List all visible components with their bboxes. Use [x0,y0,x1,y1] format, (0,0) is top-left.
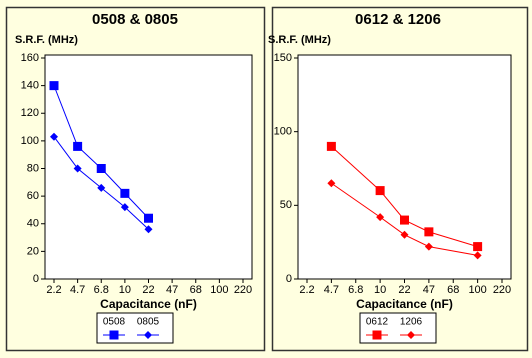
marker [473,251,482,260]
x-tick-label: 6.8 [348,284,363,296]
y-tick-label: 40 [27,218,39,230]
marker [473,242,483,252]
x-tick-label: 68 [190,284,202,296]
y-tick-label: 140 [21,80,39,92]
y-axis-label: S.R.F. (MHz) [268,34,331,46]
marker [96,164,106,173]
legend-label: 0612 [366,317,389,328]
y-tick-label: 50 [280,199,292,211]
marker [327,179,336,188]
y-tick-label: 80 [27,162,39,174]
marker [144,213,153,223]
y-tick-label: 20 [27,245,39,257]
y-tick-label: 160 [21,52,39,64]
x-tick-label: 68 [447,284,459,296]
marker [372,330,382,340]
x-tick-label: 6.8 [94,284,109,296]
marker [144,331,152,339]
x-tick-label: 4.7 [70,284,85,296]
marker [424,227,434,237]
x-tick-label: 4.7 [324,284,339,296]
y-axis-label: S.R.F. (MHz) [15,34,78,46]
y-tick-label: 120 [21,107,39,119]
x-tick-label: 2.2 [46,284,61,296]
marker [144,225,153,234]
marker [400,215,409,225]
marker [73,141,83,151]
marker [407,331,415,339]
marker [50,132,58,141]
x-tick-label: 47 [423,284,435,296]
legend-label: 0508 [103,317,126,328]
x-axis-label: Capacitance (nF) [356,297,453,311]
marker [376,213,385,222]
y-tick-label: 150 [274,52,292,64]
legend-label: 0805 [137,317,160,328]
marker [326,141,336,151]
x-tick-label: 10 [374,284,386,296]
marker [73,164,82,173]
marker [120,188,130,198]
legend-label: 1206 [400,317,423,328]
x-tick-label: 10 [119,284,131,296]
marker [424,242,433,251]
x-tick-label: 22 [142,284,154,296]
marker [400,230,409,239]
x-tick-label: 47 [166,284,178,296]
marker [97,183,106,192]
x-tick-label: 100 [210,284,228,296]
y-tick-label: 0 [33,273,39,285]
y-tick-label: 60 [27,190,39,202]
x-tick-label: 22 [398,284,410,296]
marker [120,203,129,212]
plot-area [297,54,512,280]
chart-title: 0612 & 1206 [355,11,441,28]
chart-title: 0508 & 0805 [92,11,178,28]
y-tick-label: 100 [274,126,292,138]
x-tick-label: 100 [468,284,486,296]
x-tick-label: 220 [234,284,252,296]
y-tick-label: 0 [286,273,292,285]
y-tick-label: 100 [21,135,39,147]
x-axis-label: Capacitance (nF) [100,297,197,311]
x-tick-label: 2.2 [299,284,314,296]
marker [109,330,119,340]
x-tick-label: 220 [493,284,511,296]
marker [49,81,59,91]
marker [375,186,385,196]
